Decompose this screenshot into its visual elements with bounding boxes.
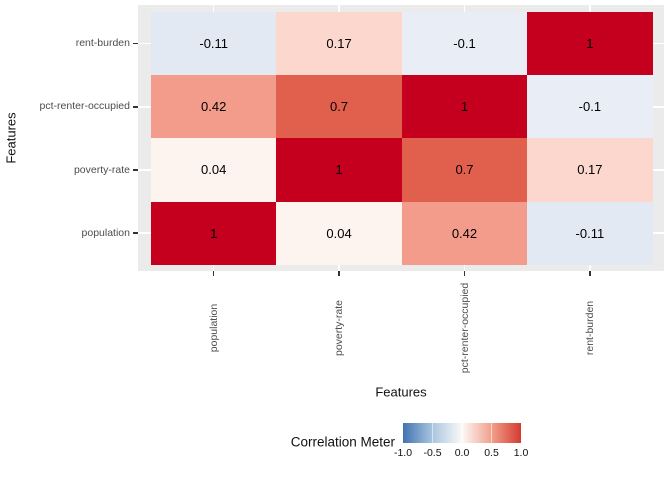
y-axis-tick-label: poverty-rate: [73, 163, 130, 176]
heatmap-cell: -0.1: [401, 12, 528, 76]
x-axis-tick-label: rent-burden: [583, 300, 596, 356]
legend-bar-tick: [461, 423, 463, 443]
heatmap-cell: 1: [276, 138, 402, 202]
y-axis-tick-label: pct-renter-occupied: [39, 100, 130, 113]
y-axis-tick-label: population: [81, 226, 130, 239]
legend-tick-label: 0.0: [454, 447, 470, 459]
legend-tick-label: -1.0: [393, 447, 413, 459]
x-axis-tick: [463, 271, 466, 276]
legend-title: Correlation Meter: [290, 434, 395, 450]
heatmap-cell: -0.11: [527, 201, 653, 265]
legend-tick-label: -0.5: [423, 447, 442, 459]
heatmap-cell: 1: [527, 12, 653, 76]
y-axis-tick-label: rent-burden: [75, 37, 130, 50]
heatmap-cell: 0.04: [151, 138, 277, 202]
heatmap-cell: 1: [401, 75, 528, 139]
heatmap-cell: 0.7: [276, 75, 402, 139]
y-axis-tick: [133, 106, 138, 108]
y-axis-title: Features: [3, 112, 19, 164]
legend-colorbar: [403, 423, 521, 443]
x-axis-tick-label: poverty-rate: [333, 299, 346, 357]
heatmap-cell: -0.11: [151, 12, 277, 76]
legend-tick-label: 1.0: [513, 447, 529, 459]
heatmap-cell: 0.17: [276, 12, 402, 76]
heatmap-panel: -0.11 0.17 -0.1 1 0.42 0.7 1 -0.1 0.04 1 0.7 0.17 1 0…: [138, 5, 664, 271]
heatmap-cell: 0.04: [276, 201, 402, 265]
heatmap-cell: -0.1: [527, 75, 653, 139]
x-axis-tick-label: population: [207, 303, 220, 353]
x-axis-tick-label: pct-renter-occupied: [458, 282, 471, 374]
x-axis-tick: [589, 271, 591, 276]
legend-bar-tick: [490, 423, 493, 443]
legend-bar-tick: [431, 423, 434, 443]
y-axis-tick: [133, 42, 138, 45]
heatmap-cell: 1: [151, 201, 277, 265]
heatmap-cell: 0.42: [151, 75, 277, 139]
heatmap-cell: 0.7: [401, 138, 528, 202]
y-axis-tick: [133, 169, 138, 171]
legend-tick-label: 0.5: [484, 447, 499, 459]
x-axis-tick: [338, 271, 340, 276]
x-axis-title: Features: [375, 384, 427, 400]
y-axis-tick: [133, 232, 138, 234]
heatmap-cell: 0.17: [527, 138, 653, 202]
heatmap-cell: 0.42: [401, 201, 528, 265]
x-axis-tick: [212, 271, 215, 276]
